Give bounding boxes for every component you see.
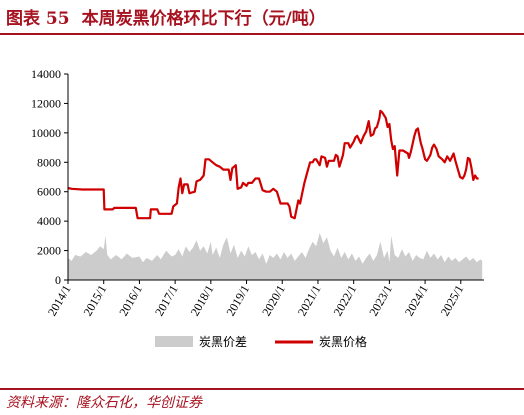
price-line-layer (67, 109, 479, 220)
y-tick-label: 10000 (31, 126, 61, 140)
x-tick-label: 2023/1 (366, 283, 395, 319)
figure-title: 图表 55 本周炭黑价格环比下行（元/吨） (6, 4, 326, 29)
x-tick-label: 2015/1 (81, 283, 110, 319)
x-tick-label: 2025/1 (438, 283, 467, 319)
source-note: 资料来源：隆众石化，华创证券 (6, 395, 202, 411)
y-tick-label: 14000 (31, 67, 61, 81)
y-tick-label: 4000 (37, 214, 61, 228)
y-tick-label: 6000 (37, 185, 61, 199)
x-tick-label: 2019/1 (223, 283, 252, 319)
x-tick-label: 2020/1 (259, 283, 288, 319)
legend-label-price: 炭黑价格 (319, 334, 367, 349)
spread-area-layer (68, 232, 483, 280)
x-tick-label: 2021/1 (295, 283, 324, 319)
title-rule (0, 33, 524, 35)
y-tick-label: 0 (55, 273, 61, 287)
source-rule (0, 388, 524, 390)
chart-title: 本周炭黑价格环比下行（元/吨） (81, 9, 326, 29)
x-tick-label: 2018/1 (188, 283, 217, 319)
legend: 炭黑价差 炭黑价格 (155, 334, 367, 349)
y-tick-label: 2000 (37, 244, 61, 258)
x-tick-label: 2016/1 (116, 283, 145, 319)
legend-label-spread: 炭黑价差 (199, 335, 247, 349)
series-spread-area (68, 232, 483, 280)
x-tick-label: 2014/1 (45, 283, 74, 319)
x-tick-label: 2022/1 (330, 283, 359, 319)
legend-swatch-spread (155, 336, 193, 347)
x-tick-label: 2024/1 (402, 283, 431, 319)
figure-label: 图表 55 (6, 9, 70, 29)
series-price-line (67, 109, 479, 220)
x-tick-label: 2017/1 (152, 283, 181, 319)
y-tick-label: 12000 (31, 96, 61, 110)
y-tick-label: 8000 (37, 155, 61, 169)
